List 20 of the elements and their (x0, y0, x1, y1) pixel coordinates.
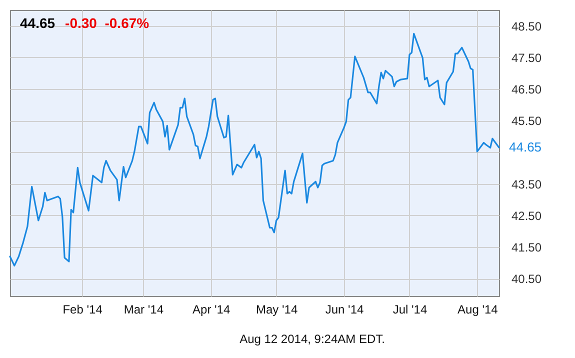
y-tick-label: 46.50 (512, 82, 542, 97)
x-tick-label: Jun '14 (325, 302, 364, 316)
x-tick-label: Jul '14 (392, 302, 428, 316)
data-label: 44.65 (509, 139, 542, 154)
y-tick-label: 45.50 (512, 114, 542, 128)
x-tick-label: Mar '14 (124, 302, 164, 316)
chart-title: 44.65 (20, 15, 56, 31)
y-tick-label: 43.50 (512, 177, 542, 192)
chart-subtitle: -0.30 -0.67% (65, 15, 150, 31)
line-series (9, 32, 500, 266)
y-tick-label: 47.50 (512, 50, 542, 65)
y-tick-label: 42.50 (512, 208, 542, 223)
y-tick-label: 48.50 (512, 19, 542, 34)
x-tick-label: Aug '14 (458, 302, 498, 316)
y-tick-label: 41.50 (512, 240, 542, 255)
x-tick-label: Apr '14 (192, 302, 230, 316)
text: Aug 12 2014, 9:24AM EDT. (240, 332, 385, 346)
x-tick-label: Feb '14 (62, 302, 103, 316)
x-tick-label: May '14 (256, 302, 298, 316)
y-tick-label: 40.50 (512, 272, 542, 286)
